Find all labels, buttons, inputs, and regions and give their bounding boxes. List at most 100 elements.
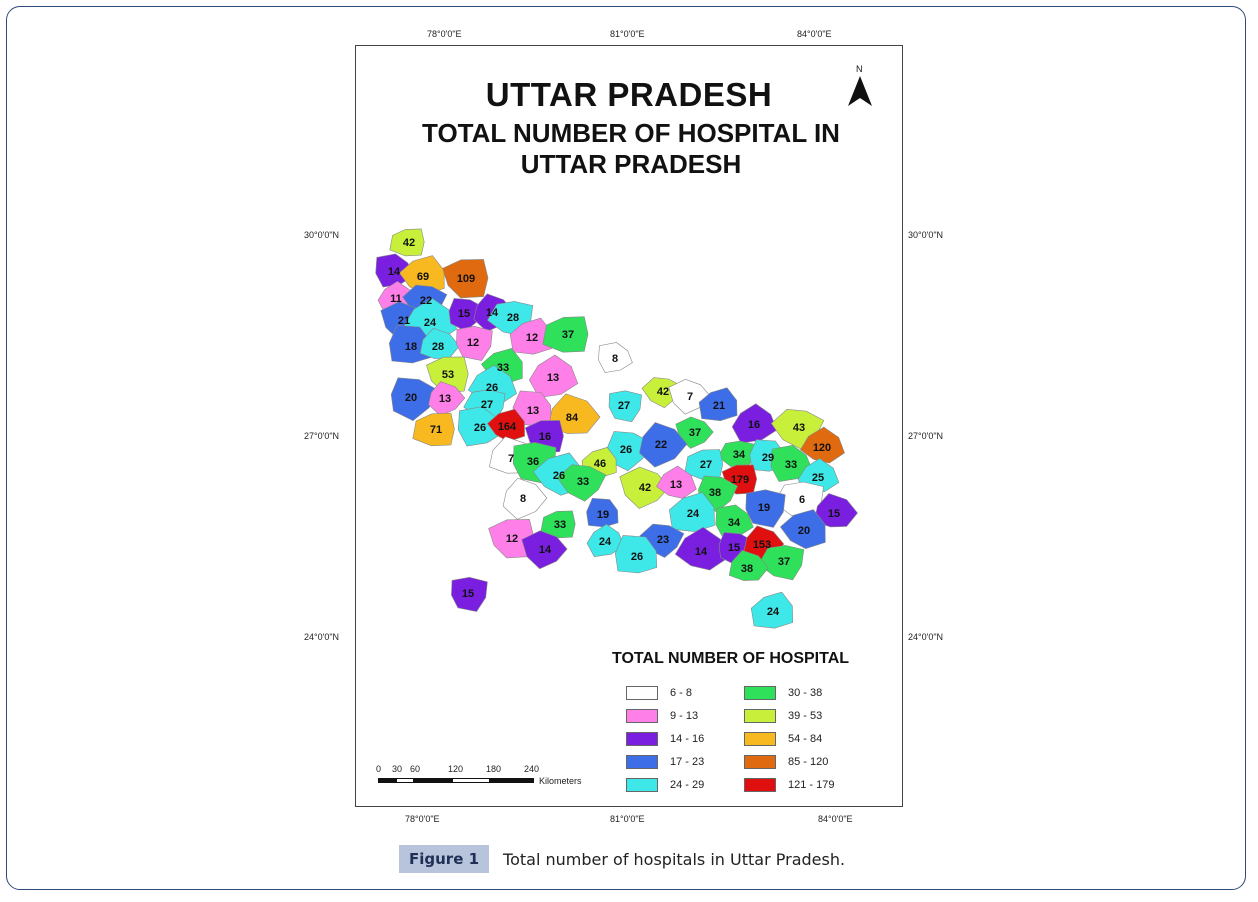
district-value: 38 <box>709 487 721 499</box>
north-label: N <box>856 64 863 74</box>
district <box>619 466 670 509</box>
district-value: 36 <box>527 456 539 468</box>
district-shape <box>698 387 738 422</box>
district-value: 24 <box>599 536 612 548</box>
district-shape <box>750 591 794 629</box>
district <box>488 519 535 559</box>
district-value: 15 <box>728 542 740 554</box>
district-value: 22 <box>655 439 667 451</box>
district-shape <box>656 465 697 499</box>
district-shape <box>614 535 658 574</box>
tick-right-27n: 27°0'0"N <box>908 431 944 441</box>
figure-caption-text: Total number of hospitals in Uttar Prade… <box>503 849 846 869</box>
district-shape <box>451 576 488 612</box>
legend-swatch <box>626 778 658 792</box>
legend-label: 6 - 8 <box>670 687 693 699</box>
district-value: 13 <box>547 372 559 384</box>
legend-swatch <box>744 732 776 746</box>
district-shape <box>412 412 455 447</box>
district-value: 33 <box>497 362 509 374</box>
legend-swatch <box>744 709 776 723</box>
district <box>598 342 633 373</box>
tick-top-84e: 84°0'0"E <box>797 29 832 39</box>
district-value: 15 <box>458 308 470 320</box>
district-value: 42 <box>639 482 651 494</box>
district <box>451 576 488 612</box>
legend-item: 121 - 179 <box>744 778 834 792</box>
district <box>800 426 845 464</box>
district-shape <box>428 381 466 416</box>
district-shape <box>426 356 469 393</box>
district-shape <box>586 497 619 528</box>
district-shape <box>488 519 535 559</box>
figure-caption: Figure 1 Total number of hospitals in Ut… <box>399 845 845 873</box>
district-value: 26 <box>474 422 486 434</box>
map-subtitle: TOTAL NUMBER OF HOSPITAL IN UTTAR PRADES… <box>422 118 840 179</box>
legend-swatch <box>744 755 776 769</box>
district-value: 33 <box>577 476 589 488</box>
district-value: 37 <box>562 329 574 341</box>
district <box>542 316 589 353</box>
legend-label: 14 - 16 <box>670 733 705 745</box>
district-value: 120 <box>813 442 831 454</box>
district <box>502 477 548 520</box>
district-value: 23 <box>657 534 669 546</box>
district-shape <box>800 426 845 464</box>
legend-swatch <box>626 755 658 769</box>
district-value: 42 <box>657 386 669 398</box>
district <box>656 465 697 499</box>
district-value: 26 <box>631 551 643 563</box>
district <box>586 523 625 558</box>
scale-seg <box>378 778 396 783</box>
district-value: 15 <box>828 508 840 520</box>
district-shape <box>557 464 607 502</box>
district-value: 12 <box>526 332 538 344</box>
district-value: 16 <box>748 419 760 431</box>
district <box>521 530 568 570</box>
district <box>728 550 769 581</box>
legend-swatch <box>626 732 658 746</box>
district-shape <box>619 466 670 509</box>
district-value: 71 <box>430 424 442 436</box>
scale-seg <box>414 778 452 783</box>
district-shape <box>674 526 729 571</box>
district <box>698 387 738 422</box>
tick-top-81e: 81°0'0"E <box>610 29 645 39</box>
district-value: 179 <box>731 474 749 486</box>
district-value: 16 <box>539 431 551 443</box>
district <box>557 464 607 502</box>
district-value: 14 <box>695 546 708 558</box>
tick-left-24n: 24°0'0"N <box>304 632 340 642</box>
district-value: 27 <box>481 399 493 411</box>
tick-left-27n: 27°0'0"N <box>304 431 340 441</box>
district-value: 53 <box>442 369 454 381</box>
district-value: 21 <box>398 315 410 327</box>
district <box>528 354 579 398</box>
district-value: 13 <box>527 405 539 417</box>
tick-top-78e: 78°0'0"E <box>427 29 462 39</box>
district-value: 21 <box>713 400 725 412</box>
legend-swatch <box>626 709 658 723</box>
district-value: 33 <box>785 459 797 471</box>
district <box>745 489 786 528</box>
legend-item: 17 - 23 <box>626 755 704 769</box>
legend-swatch <box>744 778 776 792</box>
district-value: 84 <box>566 412 579 424</box>
district-value: 26 <box>553 470 565 482</box>
district-value: 28 <box>507 312 519 324</box>
district-shape <box>548 393 601 434</box>
legend-item: 6 - 8 <box>626 686 692 700</box>
district-value: 34 <box>733 449 746 461</box>
district-shape <box>728 550 769 581</box>
district-shape <box>639 422 688 468</box>
district <box>779 509 826 550</box>
legend-label: 9 - 13 <box>670 710 699 722</box>
map-title: UTTAR PRADESH <box>485 76 773 113</box>
district-value: 27 <box>700 459 712 471</box>
district-value: 11 <box>390 293 402 305</box>
district-value: 8 <box>612 353 618 365</box>
district-value: 19 <box>597 509 609 521</box>
scale-seg <box>396 778 414 783</box>
legend-title: TOTAL NUMBER OF HOSPITAL <box>612 650 850 667</box>
district-shape <box>528 354 579 398</box>
